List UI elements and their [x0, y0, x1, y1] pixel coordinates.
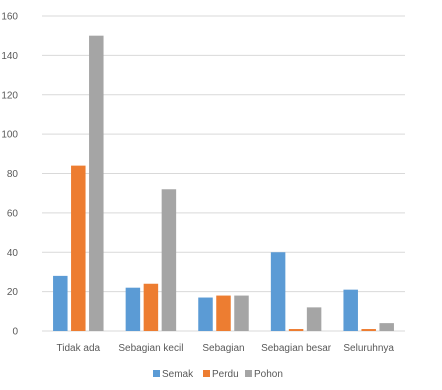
bar-pohon-2: [161, 189, 177, 331]
bar-perdu-4: [288, 329, 304, 331]
y-tick-label: 40: [7, 248, 19, 259]
bars: [53, 35, 394, 331]
bar-pohon-3: [234, 295, 249, 331]
legend-swatch-perdu: [203, 370, 210, 377]
bar-semak-4: [270, 252, 286, 331]
bar-semak-1: [53, 275, 68, 331]
bar-pohon-1: [89, 35, 104, 331]
x-tick-label: Sebagian kecil: [118, 343, 183, 354]
bar-perdu-5: [361, 329, 376, 331]
bar-pohon-4: [306, 307, 322, 331]
bar-semak-5: [343, 289, 358, 331]
y-axis: 0 20 40 60 80 100 120 140 160: [1, 12, 18, 338]
y-tick-label: 0: [12, 327, 18, 338]
legend: Semak Perdu Pohon: [153, 369, 283, 380]
bar-semak-3: [198, 297, 213, 331]
bar-perdu-1: [71, 165, 86, 331]
y-tick-label: 80: [7, 169, 19, 180]
x-axis: Tidak ada Sebagian kecil Sebagian Sebagian …: [57, 343, 395, 354]
legend-label-perdu: Perdu: [212, 369, 239, 380]
y-tick-label: 140: [1, 51, 18, 62]
bar-pohon-5: [379, 323, 394, 331]
x-tick-label: Tidak ada: [57, 343, 101, 354]
legend-swatch-semak: [153, 370, 160, 377]
y-tick-label: 60: [7, 208, 19, 219]
legend-label-pohon: Pohon: [254, 369, 283, 380]
bar-perdu-2: [143, 283, 159, 331]
x-tick-label: Sebagian besar: [261, 343, 332, 354]
bar-semak-2: [125, 287, 141, 331]
y-tick-label: 20: [7, 287, 19, 298]
legend-swatch-pohon: [245, 370, 252, 377]
y-tick-label: 160: [1, 12, 18, 23]
x-tick-label: Seluruhnya: [343, 343, 394, 354]
y-tick-label: 100: [1, 130, 18, 141]
y-tick-label: 120: [1, 90, 18, 101]
legend-label-semak: Semak: [162, 369, 194, 380]
x-tick-label: Sebagian: [202, 343, 244, 354]
bar-perdu-3: [216, 295, 231, 331]
